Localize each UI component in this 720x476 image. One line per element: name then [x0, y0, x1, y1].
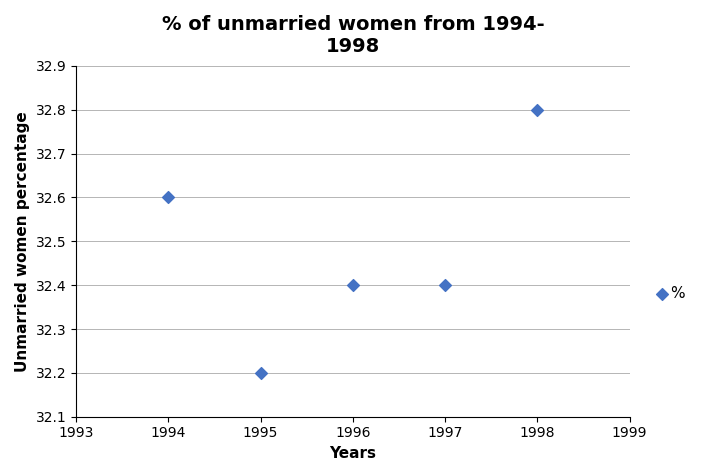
Point: [163, 194, 174, 201]
X-axis label: Years: Years: [329, 446, 377, 461]
Text: %: %: [670, 287, 685, 301]
Point: [347, 281, 359, 289]
Title: % of unmarried women from 1994-
1998: % of unmarried women from 1994- 1998: [161, 15, 544, 56]
Y-axis label: Unmarried women percentage: Unmarried women percentage: [15, 111, 30, 372]
Point: [255, 369, 266, 377]
Point: [531, 106, 543, 114]
Point: [439, 281, 451, 289]
Point: [656, 290, 667, 298]
